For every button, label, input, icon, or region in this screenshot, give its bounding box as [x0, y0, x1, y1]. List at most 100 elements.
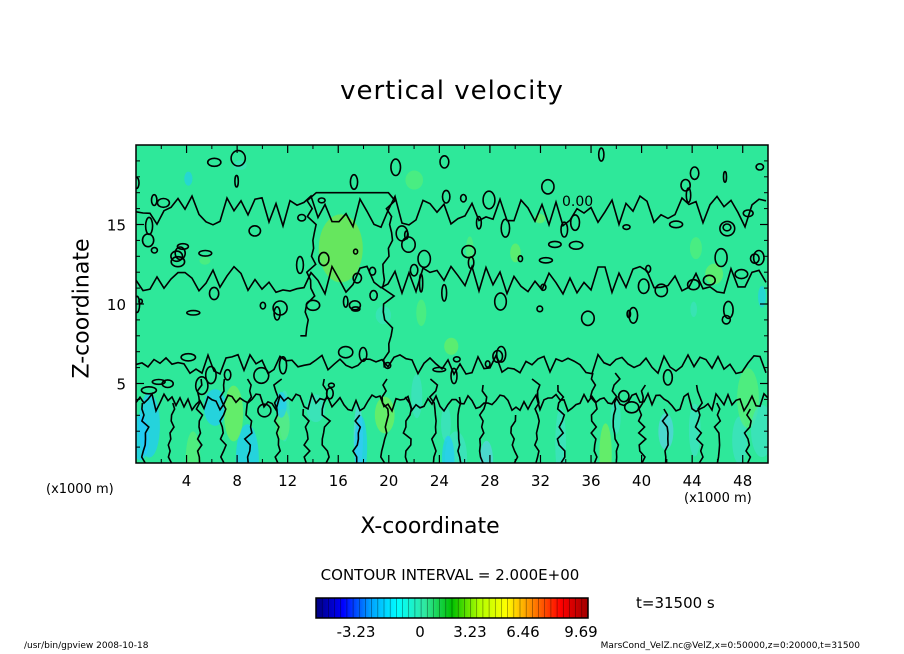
x-unit-label-left: (x1000 m)	[46, 482, 114, 497]
colorbar-label-2: 3.23	[453, 623, 486, 641]
contour-line	[402, 396, 413, 463]
contour-loop	[208, 286, 220, 301]
contour-loop	[680, 178, 691, 192]
x-tick-label-0: 4	[182, 472, 192, 490]
contour-line	[300, 191, 397, 368]
contour-loop	[668, 220, 684, 229]
contour-loop	[755, 162, 765, 171]
heatmap-anomaly	[441, 435, 455, 463]
contour-line	[743, 408, 752, 463]
contour-loop	[719, 220, 736, 237]
contour-loop	[352, 272, 363, 284]
chart-title: vertical velocity	[340, 76, 564, 106]
heatmap-updraft	[318, 214, 363, 283]
contour-loop	[538, 256, 554, 264]
heatmap-anomaly	[737, 368, 759, 429]
contour-loop	[317, 197, 326, 204]
x-tick-label-2: 12	[278, 472, 297, 490]
contour-line	[136, 391, 768, 414]
heatmap-anomaly	[199, 256, 211, 265]
contour-loop	[686, 278, 701, 291]
x-tick-label-3: 16	[329, 472, 348, 490]
contour-loop	[749, 253, 760, 264]
heatmap-anomaly	[599, 423, 612, 463]
contour-loop	[752, 249, 765, 266]
y-axis-label: Z-coordinate	[69, 238, 95, 379]
contour-loop	[441, 283, 448, 302]
contour-loop	[278, 355, 288, 375]
contour-line	[510, 414, 519, 463]
heatmap-anomaly	[751, 404, 768, 458]
contour-line	[589, 372, 598, 463]
contour-loop	[461, 244, 477, 259]
heatmap-anomaly	[689, 237, 702, 260]
contour-loop	[150, 246, 159, 254]
footer-source: MarsCond_VelZ.nc@VelZ,x=0:50000,z=0:2000…	[600, 641, 860, 651]
colorbar-label-0: -3.23	[337, 623, 376, 641]
contour-loop	[342, 295, 349, 308]
contour-loop	[644, 264, 652, 274]
contour-loop	[305, 299, 321, 312]
contour-loop	[257, 403, 272, 418]
x-tick-label-6: 28	[480, 472, 499, 490]
contour-line	[694, 384, 704, 463]
y-tick-label-0: 5	[116, 376, 126, 394]
contour-loop	[349, 173, 359, 191]
contour-loop	[568, 240, 584, 251]
colorbar-label-4: 9.69	[564, 623, 597, 641]
x-tick-label-7: 32	[531, 472, 550, 490]
contour-loop	[569, 214, 581, 232]
contour-loop	[617, 389, 630, 403]
footer-program: /usr/bin/gpview 2008-10-18	[24, 641, 149, 651]
heatmap-anomaly	[184, 171, 193, 186]
contour-loop	[140, 385, 158, 395]
contour-loop	[150, 193, 158, 207]
contour-loop	[348, 299, 362, 311]
contour-loop	[234, 174, 240, 188]
contour-loop	[358, 346, 368, 363]
contour-loop	[662, 368, 674, 386]
contour-line	[713, 402, 722, 463]
contour-line	[136, 352, 767, 376]
contour-loop	[560, 221, 569, 238]
contour-loop	[722, 170, 728, 184]
contour-loop	[450, 367, 458, 385]
contour-loop	[623, 400, 640, 414]
contour-loop	[628, 306, 639, 325]
time-label: t=31500 s	[636, 594, 715, 612]
colorbar-label-3: 6.46	[506, 623, 539, 641]
contour-lines	[136, 147, 768, 463]
contour-loop	[452, 355, 461, 363]
heatmap-anomaly	[688, 403, 701, 457]
x-tick-label-9: 40	[632, 472, 651, 490]
contour-loop	[170, 255, 186, 268]
contour-line	[302, 408, 311, 463]
contour-line	[136, 264, 767, 297]
x-tick-label-1: 8	[232, 472, 242, 490]
contour-line	[611, 372, 621, 463]
contour-loop	[204, 365, 217, 385]
contour-line	[531, 378, 541, 463]
contour-loop	[441, 189, 451, 204]
contour-line	[637, 384, 648, 463]
contour-loop	[327, 382, 336, 389]
contour-line	[352, 414, 362, 463]
heatmap-anomaly	[732, 416, 748, 463]
contour-loop	[418, 273, 424, 293]
contour-line	[428, 378, 439, 463]
heatmap-anomaly	[185, 431, 201, 463]
contour-loop	[721, 314, 732, 325]
heatmap-anomaly	[235, 424, 259, 463]
contour-loop	[622, 224, 631, 231]
heatmap-anomaly	[690, 301, 698, 318]
colorbar-label-1: 0	[415, 623, 425, 641]
contour-loop	[337, 345, 354, 359]
contour-loop	[459, 193, 468, 203]
x-unit-label-right: (x1000 m)	[684, 491, 752, 506]
contour-loop	[170, 250, 184, 263]
heatmap-anomaly	[416, 299, 427, 327]
contour-loop	[317, 251, 330, 267]
heatmap-anomaly	[705, 263, 724, 285]
contour-loop	[536, 305, 544, 313]
